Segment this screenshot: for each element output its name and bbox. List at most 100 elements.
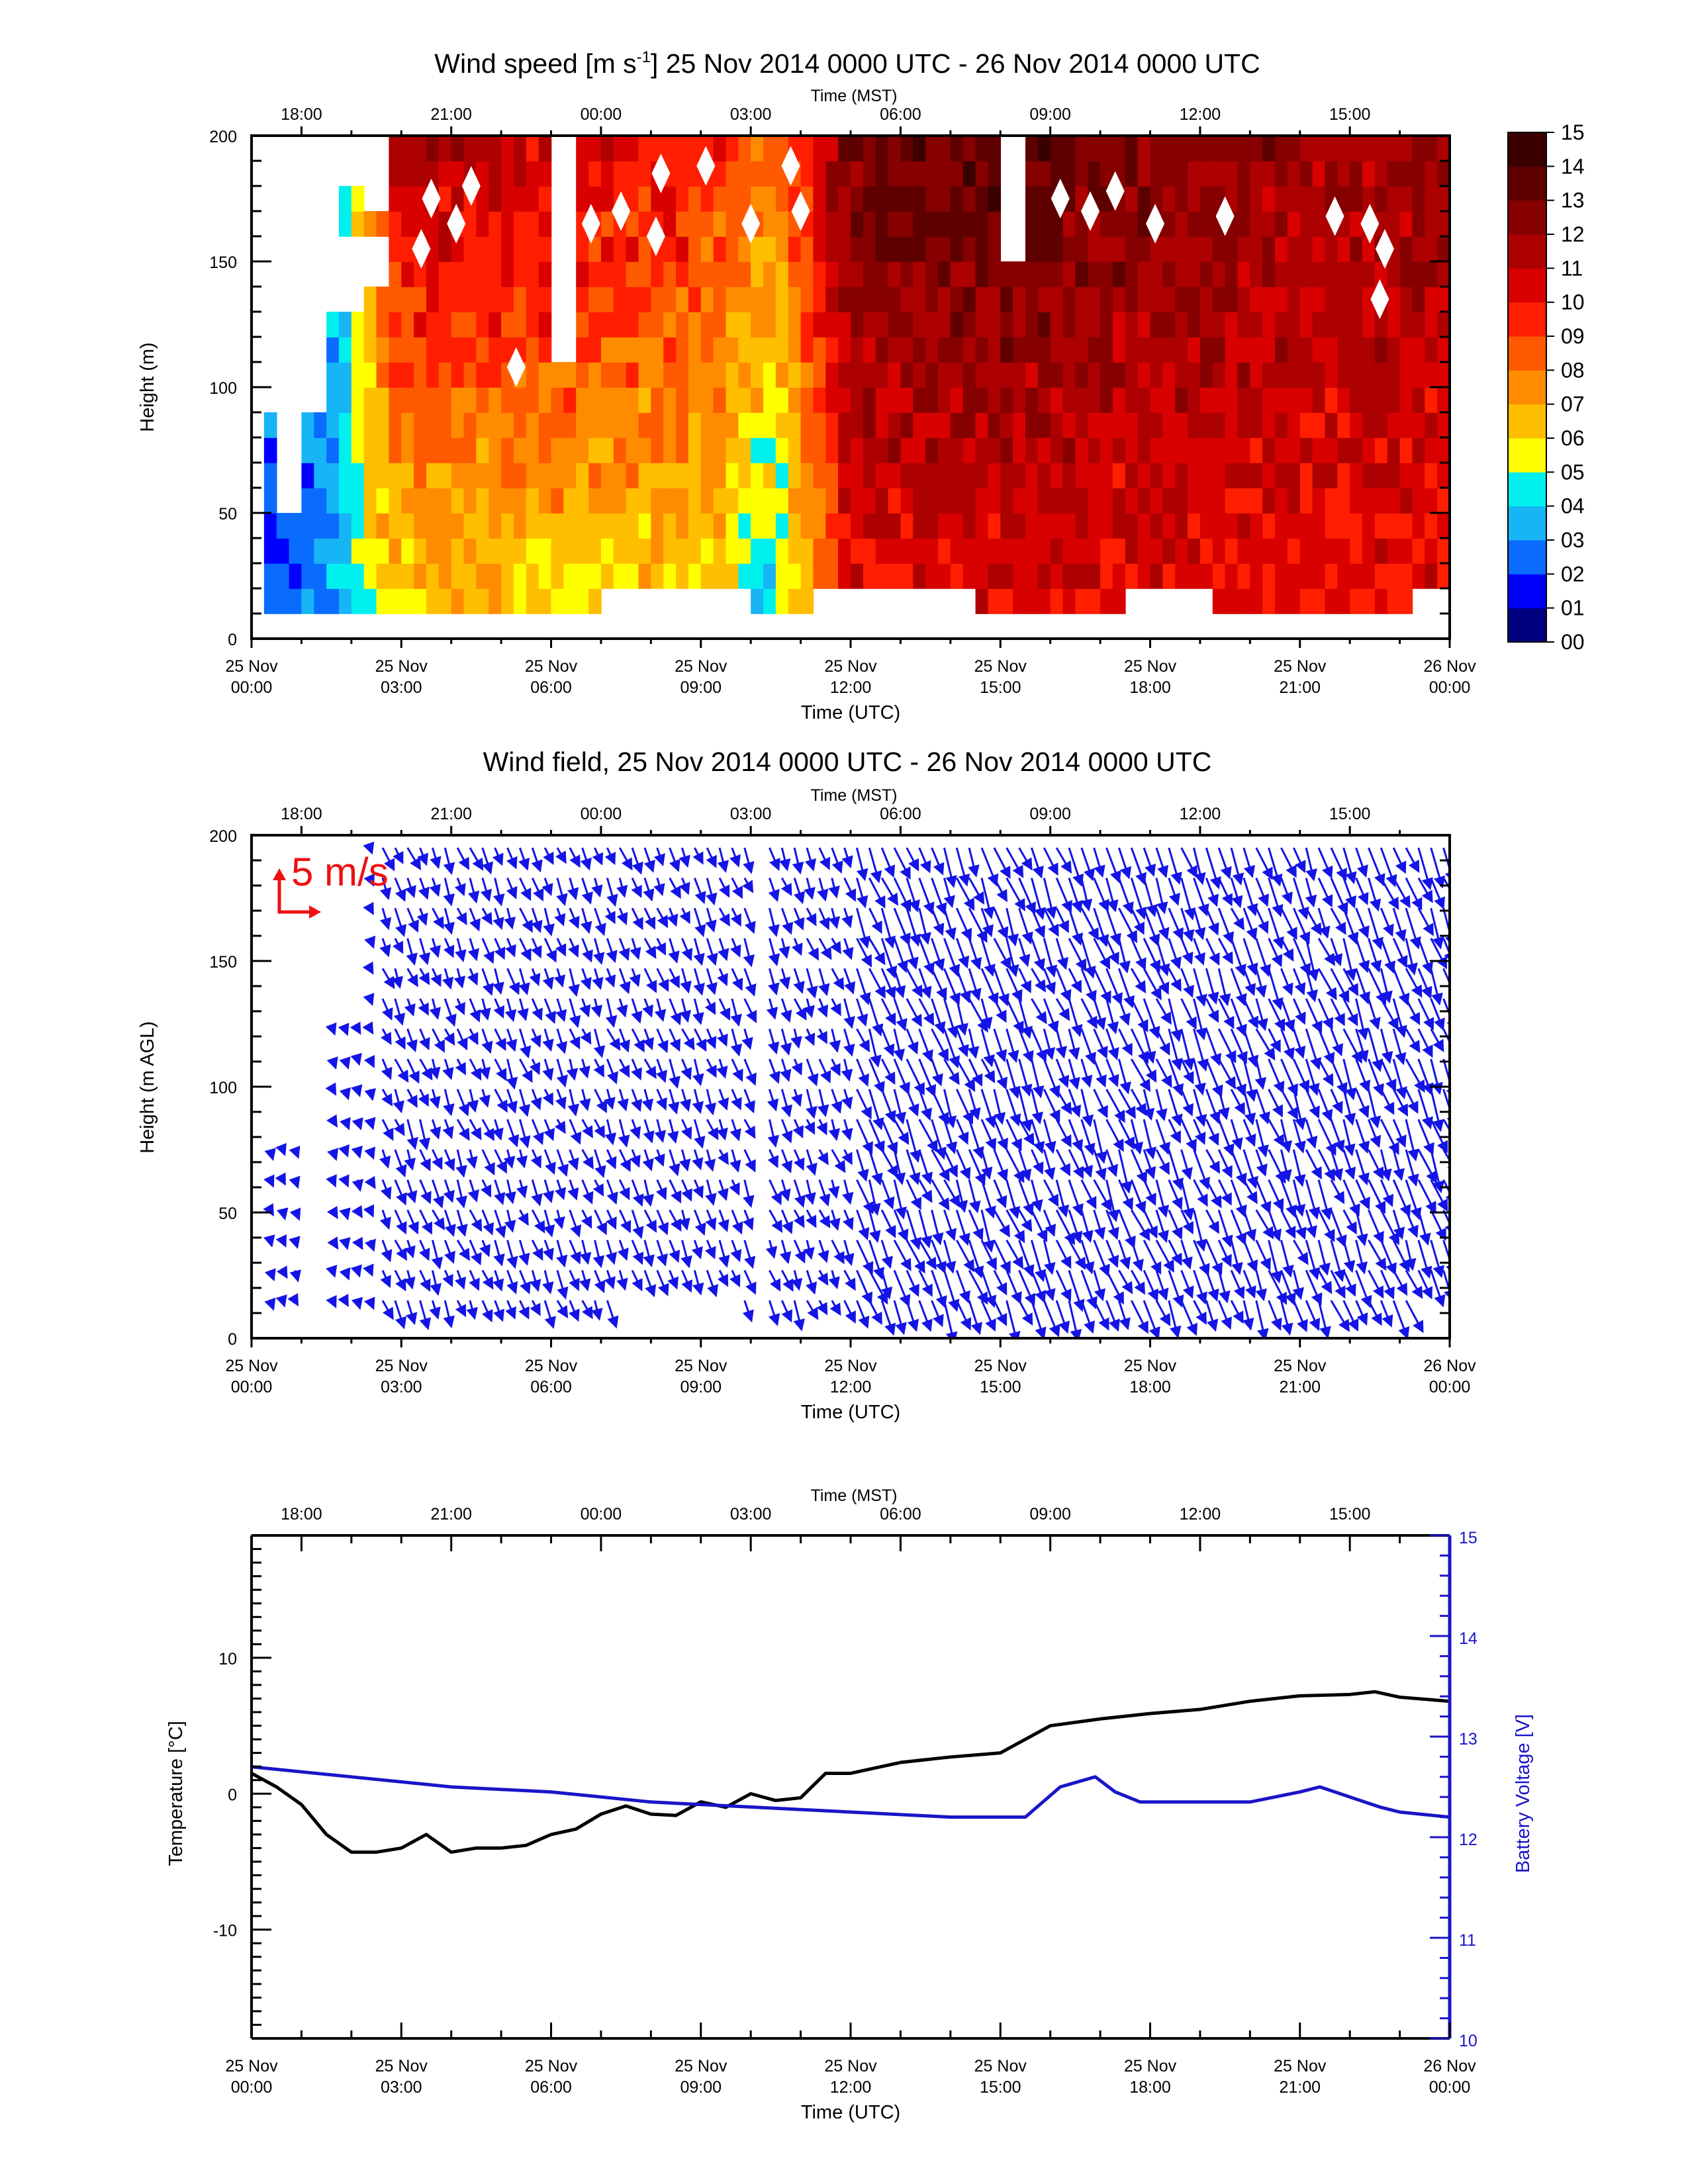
wind-speed-cell (1287, 437, 1301, 463)
wind-speed-cell (476, 337, 490, 363)
wind-vector (616, 878, 628, 898)
wind-speed-cell (1125, 261, 1139, 287)
wind-speed-cell (401, 563, 414, 589)
wind-speed-cell (875, 236, 889, 262)
wind-speed-cell (1437, 261, 1450, 287)
wind-vector (1143, 938, 1161, 973)
wind-speed-cell (751, 412, 764, 438)
wind-vector (455, 1300, 467, 1318)
wind-speed-cell (738, 538, 751, 564)
wind-speed-cell (1237, 463, 1251, 488)
wind-vector (704, 1089, 717, 1116)
wind-speed-cell (476, 287, 490, 312)
wind-speed-cell (1037, 437, 1051, 463)
wind-speed-cell (401, 161, 414, 187)
wind-speed-cell (851, 488, 864, 514)
wind-vector (1043, 1058, 1060, 1099)
wind-vector (705, 1179, 717, 1206)
wind-speed-cell (1399, 387, 1413, 413)
wind-vector (1405, 998, 1421, 1026)
wind-vector (394, 1240, 407, 1261)
wind-vector (880, 998, 896, 1026)
wind-speed-cell (1162, 211, 1176, 237)
wind-vector (667, 1269, 679, 1290)
temperature-ticks (250, 1534, 1451, 2040)
wind-vector (1105, 1240, 1119, 1268)
wind-speed-cell (451, 136, 465, 161)
wind-speed-cell (763, 337, 776, 363)
wind-speed-cell (1025, 186, 1039, 212)
wind-speed-cell (726, 337, 739, 363)
wind-vector (1317, 1209, 1335, 1242)
wind-speed-cell (700, 437, 714, 463)
wind-speed-cell (476, 211, 490, 237)
wind-vector (326, 1056, 338, 1070)
wind-vector (456, 1089, 470, 1116)
wind-speed-cell (414, 563, 427, 589)
wind-speed-cell (900, 261, 914, 287)
wind-vector (1118, 1089, 1136, 1119)
wind-vector (779, 1240, 792, 1265)
wind-speed-cell (526, 211, 539, 237)
wind-vector (856, 1118, 873, 1155)
wind-speed-cell (1312, 588, 1326, 614)
wind-vector (880, 877, 898, 906)
utc-tick-label-date: 25 Nov (525, 2057, 578, 2075)
wind-vector (1018, 1269, 1036, 1306)
wind-vector (793, 1209, 805, 1228)
wind-speed-cell (626, 186, 639, 212)
wind-speed-cell (763, 588, 776, 614)
wind-vector (543, 1118, 555, 1142)
wind-speed-cell (813, 437, 827, 463)
wind-speed-cell (563, 463, 577, 488)
wind-vector (827, 1179, 840, 1199)
wind-speed-cell (913, 488, 926, 514)
wind-speed-cell (588, 437, 602, 463)
wind-speed-cell (875, 412, 889, 438)
wind-speed-cell (501, 563, 514, 589)
wind-speed-cell (1275, 211, 1288, 237)
wind-vector (419, 1269, 431, 1292)
wind-vector (1280, 1149, 1292, 1183)
wind-vector (363, 841, 375, 855)
wind-speed-cell (1337, 161, 1350, 187)
wind-speed-cell (1125, 488, 1139, 514)
wind-vector (542, 1240, 554, 1261)
wind-speed-cell (1350, 463, 1363, 488)
wind-vector (1143, 878, 1158, 917)
wind-vector (617, 1240, 629, 1261)
wind-vector (1430, 1058, 1443, 1095)
wind-speed-cell (414, 412, 427, 438)
wind-vector (605, 998, 618, 1028)
wind-vector (856, 1240, 874, 1275)
wind-speed-cell (1037, 362, 1051, 388)
wind-speed-cell (1312, 211, 1326, 237)
wind-speed-cell (988, 287, 1002, 312)
wind-speed-cell (950, 538, 964, 564)
wind-speed-cell (875, 362, 889, 388)
wind-speed-cell (1050, 287, 1064, 312)
wind-speed-cell (1362, 488, 1376, 514)
mst-tick-label: 18:00 (281, 105, 322, 124)
utc-tick-label-time: 12:00 (830, 2078, 872, 2097)
wind-vector (780, 1209, 793, 1234)
wind-speed-cell (1100, 261, 1113, 287)
wind-speed-cell (588, 161, 602, 187)
wind-speed-cell (1275, 261, 1288, 287)
wind-vector (880, 847, 896, 878)
wind-vector (1055, 998, 1070, 1021)
wind-speed-cell (651, 337, 664, 363)
wind-speed-cell (489, 513, 502, 539)
wind-speed-cell (1199, 161, 1213, 187)
wind-vector (469, 1269, 480, 1291)
wind-speed-cell (1075, 261, 1089, 287)
wind-speed-cell (613, 337, 627, 363)
wind-speed-cell (888, 513, 902, 539)
wind-speed-cell (713, 412, 727, 438)
wind-vector (841, 1179, 854, 1205)
wind-speed-cell (376, 287, 390, 312)
wind-speed-cell (626, 337, 639, 363)
wind-speed-cell (1362, 261, 1376, 287)
wind-speed-cell (1137, 287, 1151, 312)
